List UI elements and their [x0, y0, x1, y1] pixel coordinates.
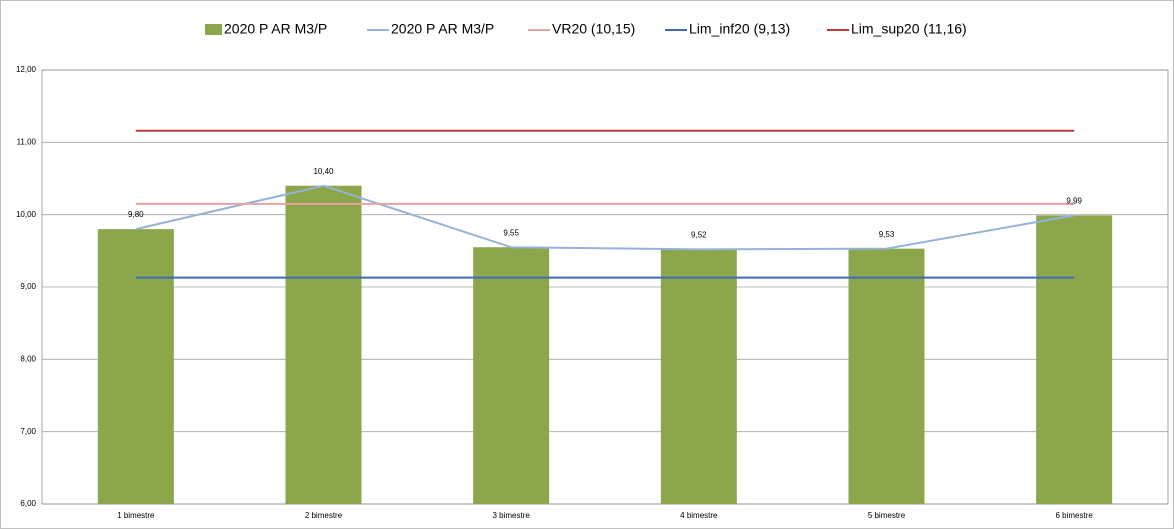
data-label: 9,52	[691, 230, 707, 239]
legend-label: Lim_sup20 (11,16)	[851, 21, 967, 37]
y-tick-label: 6,00	[20, 499, 36, 508]
y-tick-label: 12,00	[16, 65, 37, 74]
x-tick-label: 3 bimestre	[492, 511, 530, 520]
bar	[473, 247, 550, 504]
data-label: 9,80	[128, 210, 144, 219]
x-tick-label: 1 bimestre	[117, 511, 155, 520]
bar	[97, 229, 174, 504]
data-label: 9,55	[503, 228, 519, 237]
plot-frame	[41, 69, 1169, 505]
legend-label: Lim_inf20 (9,13)	[689, 21, 790, 37]
bar	[848, 248, 925, 504]
y-tick-label: 9,00	[20, 282, 36, 291]
y-tick-label: 7,00	[20, 427, 36, 436]
bar	[660, 249, 737, 504]
x-tick-label: 6 bimestre	[1055, 511, 1093, 520]
bar	[285, 185, 362, 504]
bar	[1036, 215, 1113, 504]
data-label: 10,40	[313, 167, 334, 176]
data-label: 9,53	[879, 230, 895, 239]
y-tick-label: 8,00	[20, 354, 36, 363]
x-tick-label: 4 bimestre	[680, 511, 718, 520]
x-tick-label: 5 bimestre	[868, 511, 906, 520]
legend-label: 2020 P AR M3/P	[224, 21, 327, 37]
legend-label: VR20 (10,15)	[552, 21, 635, 37]
x-tick-label: 2 bimestre	[305, 511, 343, 520]
y-tick-label: 10,00	[16, 210, 37, 219]
line	[135, 184, 1075, 251]
legend-label: 2020 P AR M3/P	[391, 21, 494, 37]
data-label: 9,99	[1066, 196, 1082, 205]
y-tick-label: 11,00	[17, 137, 37, 146]
legend-swatch	[205, 24, 222, 35]
